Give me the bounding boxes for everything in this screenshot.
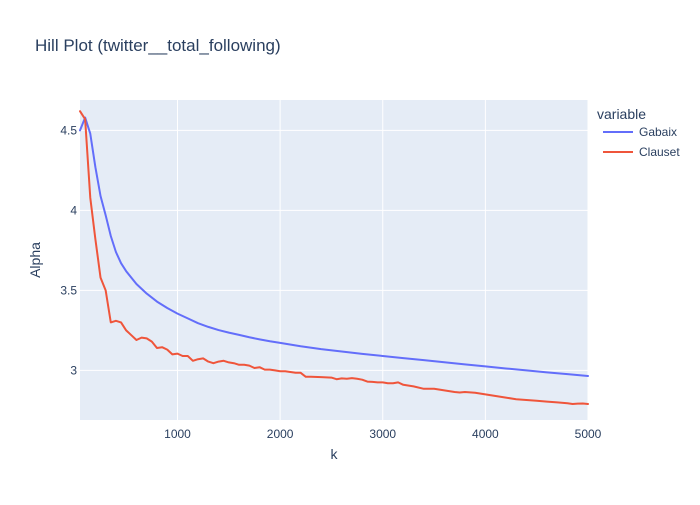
x-tick-label: 5000 (575, 427, 602, 441)
legend-title: variable (597, 106, 646, 122)
x-tick-label: 3000 (369, 427, 396, 441)
legend-item-gabaix[interactable]: Gabaix (603, 125, 677, 139)
y-tick-label: 3.5 (60, 283, 77, 297)
y-tick-label: 4.5 (60, 123, 77, 137)
y-axis-title: Alpha (27, 242, 43, 278)
tick-labels: 1000 2000 3000 4000 5000 3 3.5 4 4.5 (60, 123, 601, 441)
plot-area (80, 100, 588, 420)
y-tick-label: 4 (70, 203, 77, 217)
x-axis-title: k (331, 446, 339, 462)
legend[interactable]: variable Gabaix Clauset (597, 106, 680, 159)
x-tick-label: 2000 (267, 427, 294, 441)
y-tick-label: 3 (70, 363, 77, 377)
x-tick-label: 4000 (472, 427, 499, 441)
series-line-clauset (79, 110, 589, 405)
series-layer (79, 110, 589, 405)
grid-lines (80, 100, 589, 420)
legend-label: Gabaix (639, 125, 677, 139)
series-line-gabaix (79, 116, 589, 377)
x-tick-label: 1000 (164, 427, 191, 441)
legend-label: Clauset (639, 145, 680, 159)
chart-title: Hill Plot (twitter__total_following) (35, 36, 281, 55)
legend-item-clauset[interactable]: Clauset (603, 145, 680, 159)
